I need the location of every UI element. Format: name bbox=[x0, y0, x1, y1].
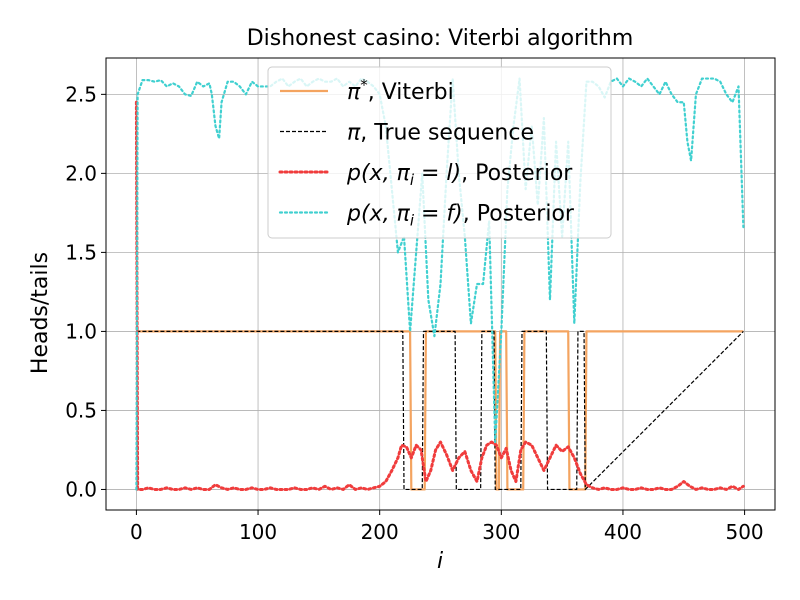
chart-title: Dishonest casino: Viterbi algorithm bbox=[247, 26, 634, 51]
y-axis-label: Heads/tails bbox=[28, 252, 53, 374]
x-tick-label: 400 bbox=[604, 520, 642, 544]
legend-label-true-sequence: π, True sequence bbox=[347, 121, 534, 146]
legend-label-viterbi: π*, Viterbi bbox=[347, 76, 454, 105]
legend-label-posterior-l: p(x, πi = l), Posterior bbox=[346, 161, 573, 189]
legend-label-posterior-f: p(x, πi = f), Posterior bbox=[346, 202, 575, 230]
x-tick-label: 500 bbox=[725, 520, 763, 544]
y-tick-label: 2.5 bbox=[65, 82, 97, 106]
legend-box bbox=[267, 66, 612, 239]
x-axis-label: i bbox=[437, 549, 443, 574]
series-line-posterior-l bbox=[134, 100, 745, 491]
x-tick-label: 100 bbox=[239, 520, 277, 544]
y-tick-label: 1.0 bbox=[65, 319, 97, 343]
y-tick-label: 0.5 bbox=[65, 398, 97, 422]
axes-frame bbox=[105, 57, 776, 511]
x-tick-label: 0 bbox=[130, 520, 143, 544]
y-tick-label: 0.0 bbox=[65, 477, 97, 501]
x-tick-label: 200 bbox=[361, 520, 399, 544]
y-tick-label: 2.0 bbox=[65, 161, 97, 185]
y-tick-label: 1.5 bbox=[65, 240, 97, 264]
series-line-posterior-f bbox=[135, 77, 745, 491]
x-tick-label: 300 bbox=[482, 520, 520, 544]
legend: π*, Viterbi π, True sequence p(x, πi = l),… bbox=[267, 66, 612, 239]
